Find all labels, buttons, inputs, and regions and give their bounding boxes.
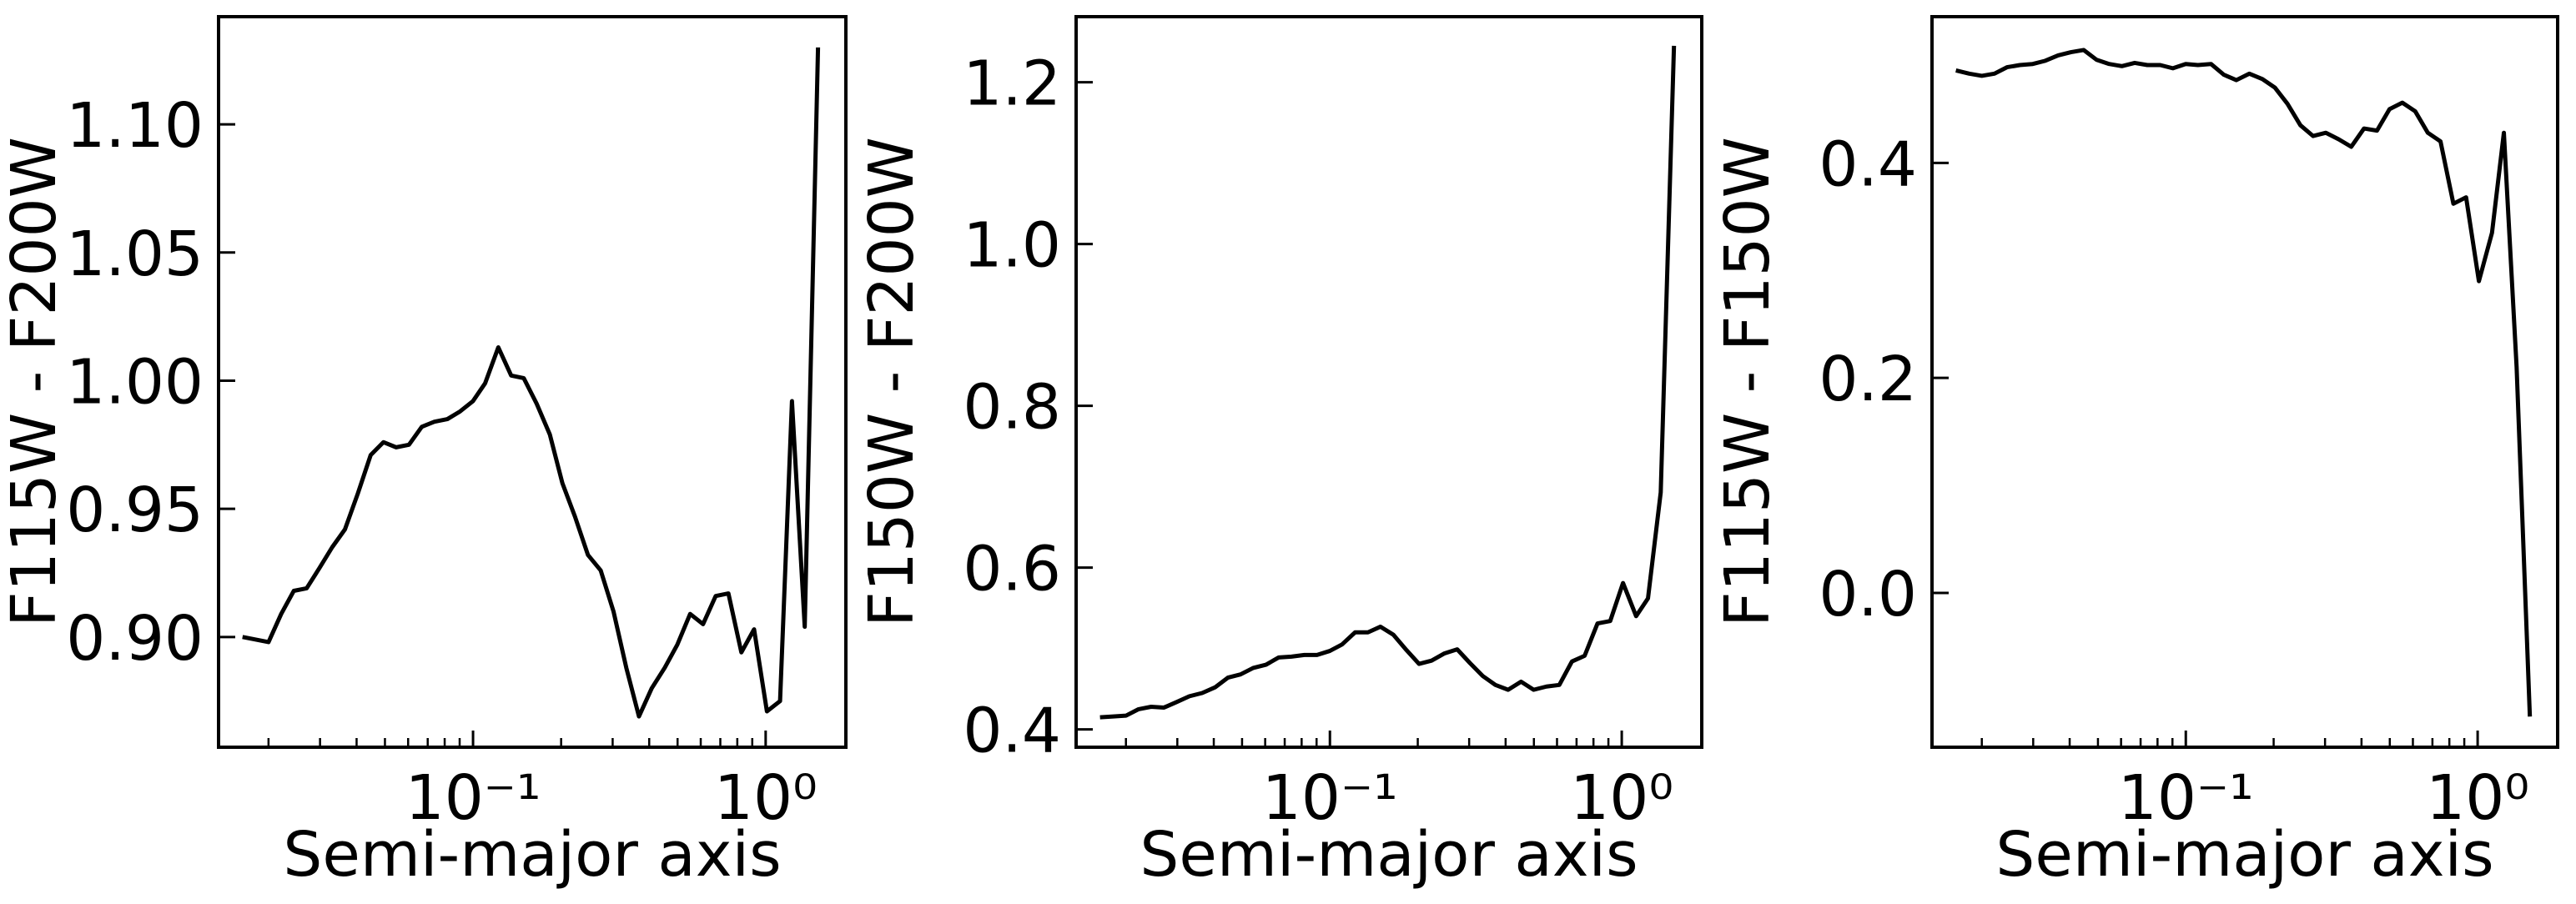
y-tick-label: 0.4 bbox=[1819, 128, 1917, 200]
y-axis-label: F150W - F200W bbox=[856, 137, 928, 627]
x-tick-label: 10⁰ bbox=[714, 762, 818, 834]
data-line bbox=[242, 47, 821, 719]
y-axis-label: F115W - F150W bbox=[1712, 137, 1784, 627]
axes-frame bbox=[217, 15, 848, 749]
y-axis-label: F115W - F200W bbox=[0, 137, 70, 627]
y-tick-label: 1.2 bbox=[963, 48, 1061, 120]
x-axis-label: Semi-major axis bbox=[283, 819, 781, 891]
axes-frame bbox=[1930, 15, 2559, 749]
x-tick-label: 10⁰ bbox=[1570, 762, 1673, 834]
x-tick-label: 10⁰ bbox=[2426, 762, 2529, 834]
y-tick-label: 1.05 bbox=[66, 218, 204, 290]
x-tick-label: 10⁻¹ bbox=[2118, 762, 2254, 834]
y-tick-label: 0.8 bbox=[963, 372, 1061, 444]
y-tick-label: 1.00 bbox=[66, 346, 204, 418]
axes-frame bbox=[1074, 15, 1703, 749]
data-line bbox=[1099, 45, 1677, 720]
y-tick-label: 0.4 bbox=[963, 696, 1061, 767]
data-line bbox=[1955, 48, 2533, 717]
y-tick-label: 0.6 bbox=[963, 534, 1061, 605]
x-axis-label: Semi-major axis bbox=[1995, 819, 2493, 891]
y-tick-label: 0.95 bbox=[66, 475, 204, 546]
x-tick-label: 10⁻¹ bbox=[1262, 762, 1398, 834]
y-tick-label: 0.90 bbox=[66, 603, 204, 675]
x-axis-label: Semi-major axis bbox=[1140, 819, 1638, 891]
y-tick-label: 1.0 bbox=[963, 210, 1061, 282]
x-tick-label: 10⁻¹ bbox=[405, 762, 541, 834]
y-tick-label: 1.10 bbox=[66, 90, 204, 162]
y-tick-label: 0.0 bbox=[1819, 559, 1917, 630]
y-tick-label: 0.2 bbox=[1819, 344, 1917, 415]
